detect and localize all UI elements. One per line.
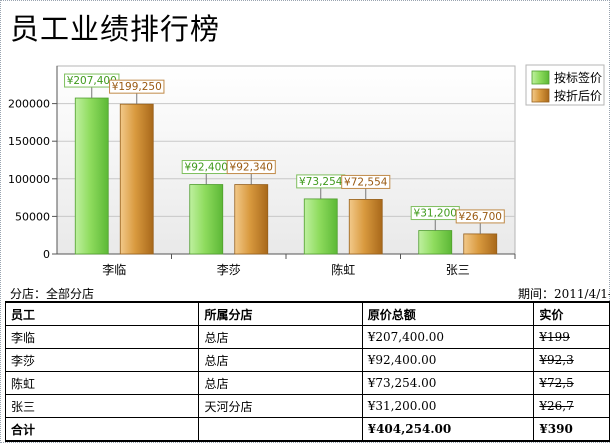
branch-label: 分店：	[10, 287, 47, 301]
cell-employee: 张三	[4, 394, 200, 418]
data-label: ¥26,700	[459, 211, 502, 223]
total-list: ¥404,254.00	[361, 417, 535, 442]
table-clip: 员工 所属分店 原价总额 实价 李临 总店 ¥207,400.00 ¥199 李…	[0, 298, 610, 443]
cell-branch: 总店	[198, 325, 363, 349]
bar-discount-price	[119, 103, 154, 255]
period-label: 期间：	[518, 287, 555, 301]
table-row: 张三 天河分店 ¥31,200.00 ¥26,7	[4, 394, 610, 418]
cell-list-total: ¥207,400.00	[361, 325, 535, 349]
cell-branch: 总店	[198, 348, 363, 372]
performance-chart: 0 50000 100000 150000 200000 李临 李莎 陈虹 张三 ¥207,40…	[0, 50, 610, 285]
period-filter: 期间：2011/4/1-	[518, 285, 610, 302]
y-tick-label: 50000	[15, 210, 50, 223]
cell-actual-total: ¥199	[533, 325, 610, 349]
data-label: ¥92,340	[230, 162, 273, 174]
bar-list-price	[74, 97, 109, 255]
data-label-box	[226, 160, 276, 175]
legend-label: 按折后价	[554, 88, 602, 103]
cell-branch: 总店	[198, 371, 363, 395]
y-tick-label: 200000	[8, 98, 50, 111]
cell-list-total: ¥31,200.00	[361, 394, 535, 418]
x-tick-label: 张三	[446, 263, 470, 277]
table-row: 陈虹 总店 ¥73,254.00 ¥72,5	[4, 371, 610, 395]
header-list-total: 原价总额	[361, 301, 535, 326]
legend-swatch-list-price	[531, 70, 550, 85]
cell-list-total: ¥73,254.00	[361, 371, 535, 395]
table-header-row: 员工 所属分店 原价总额 实价	[4, 301, 610, 326]
data-label-box	[455, 209, 505, 224]
y-tick-label: 100000	[8, 173, 50, 186]
performance-table: 员工 所属分店 原价总额 实价 李临 总店 ¥207,400.00 ¥199 李…	[4, 301, 610, 442]
bar-list-price	[189, 184, 224, 255]
period-value: 2011/4/1-	[554, 287, 610, 301]
data-label: ¥207,400	[67, 75, 117, 87]
cell-employee: 李临	[4, 325, 200, 349]
header-branch: 所属分店	[198, 301, 363, 326]
branch-filter: 分店：全部分店	[10, 285, 94, 302]
bar-discount-price	[463, 233, 498, 255]
table-row: 李莎 总店 ¥92,400.00 ¥92,3	[4, 348, 610, 372]
data-label: ¥73,254	[299, 176, 343, 188]
data-label: ¥31,200	[414, 208, 457, 220]
y-tick-label: 150000	[8, 135, 50, 148]
bar-discount-price	[234, 184, 269, 255]
header-employee: 员工	[4, 301, 200, 326]
cell-actual-total: ¥92,3	[533, 348, 610, 372]
legend-swatch-discount-price	[531, 88, 550, 103]
data-label: ¥72,554	[344, 176, 388, 188]
data-label-box	[341, 174, 391, 189]
bar-discount-price	[348, 199, 383, 255]
data-label-box	[109, 79, 165, 94]
data-label: ¥92,400	[185, 162, 228, 174]
x-tick-label: 李临	[102, 262, 126, 277]
total-branch	[198, 417, 363, 442]
cell-list-total: ¥92,400.00	[361, 348, 535, 372]
x-tick-label: 李莎	[217, 262, 241, 277]
cell-branch: 天河分店	[198, 394, 363, 418]
bar-chart-svg: 0 50000 100000 150000 200000 李临 李莎 陈虹 张三 ¥207,40…	[8, 64, 605, 277]
total-label: 合计	[4, 417, 200, 442]
table-total-row: 合计 ¥404,254.00 ¥390	[4, 417, 610, 442]
table-row: 李临 总店 ¥207,400.00 ¥199	[4, 325, 610, 349]
bar-list-price	[418, 230, 453, 255]
legend-label: 按标签价	[554, 70, 602, 85]
total-actual: ¥390	[533, 417, 610, 442]
data-label: ¥199,250	[112, 81, 162, 93]
branch-value: 全部分店	[46, 287, 95, 301]
report-title: 员工业绩排行榜	[10, 12, 221, 46]
x-tick-label: 陈虹	[331, 262, 355, 277]
header-actual-total: 实价	[533, 301, 610, 326]
cell-employee: 陈虹	[4, 371, 200, 395]
y-tick-label: 0	[43, 248, 50, 261]
cell-employee: 李莎	[4, 348, 200, 372]
bar-list-price	[303, 198, 338, 255]
cell-actual-total: ¥72,5	[533, 371, 610, 395]
cell-actual-total: ¥26,7	[533, 394, 610, 418]
